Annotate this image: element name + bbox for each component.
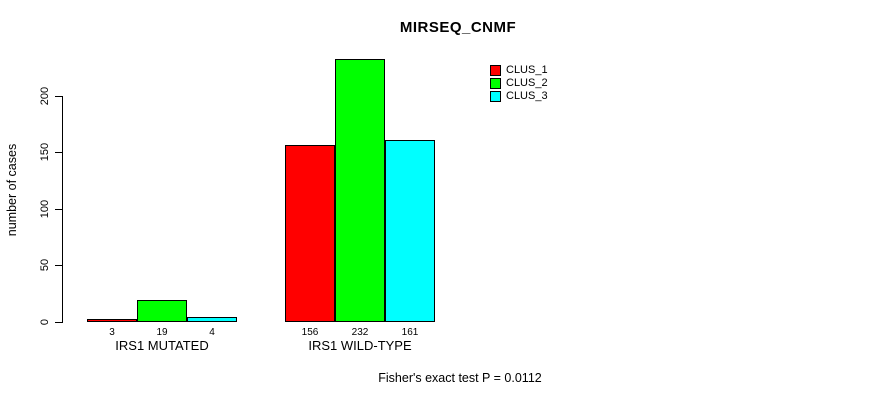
y-axis-tick <box>55 265 62 266</box>
legend-item-clus_2: CLUS_2 <box>490 77 548 90</box>
bar-value-label: 161 <box>401 327 419 338</box>
legend-label: CLUS_3 <box>506 90 548 102</box>
y-axis-tick <box>55 96 62 97</box>
bar-value-label: 232 <box>351 327 369 338</box>
bar-value-label: 19 <box>156 327 168 338</box>
legend-label: CLUS_1 <box>506 64 548 76</box>
legend-item-clus_1: CLUS_1 <box>490 64 548 77</box>
y-axis-tick <box>55 322 62 323</box>
legend-item-clus_3: CLUS_3 <box>490 90 548 103</box>
bar-clus_1-mutated <box>87 319 137 322</box>
y-axis-line <box>62 96 63 323</box>
y-axis-label: number of cases <box>5 143 19 237</box>
x-category-label: IRS1 WILD-TYPE <box>308 338 412 353</box>
legend-swatch-icon <box>490 78 501 89</box>
bar-value-label: 156 <box>301 327 319 338</box>
x-category-label: IRS1 MUTATED <box>115 338 209 353</box>
bar-value-label: 3 <box>109 327 115 338</box>
y-axis-tick <box>55 152 62 153</box>
chart-title: MIRSEQ_CNMF <box>399 19 517 36</box>
bar-clus_3-wild-type <box>385 140 435 322</box>
fisher-test-annotation: Fisher's exact test P = 0.0112 <box>378 371 542 385</box>
y-axis-tick <box>55 209 62 210</box>
legend-label: CLUS_2 <box>506 77 548 89</box>
legend: CLUS_1 CLUS_2 CLUS_3 <box>490 64 548 103</box>
y-axis-tick-label: 0 <box>39 318 51 326</box>
y-axis-tick-label: 150 <box>39 142 51 162</box>
legend-swatch-icon <box>490 65 501 76</box>
y-axis-tick-label: 100 <box>39 199 51 219</box>
y-axis-tick-label: 50 <box>39 258 51 272</box>
bar-clus_1-wild-type <box>285 145 335 322</box>
legend-swatch-icon <box>490 91 501 102</box>
bar-clus_3-mutated <box>187 317 237 322</box>
bar-clus_2-mutated <box>137 300 187 322</box>
bar-clus_2-wild-type <box>335 59 385 322</box>
bar-value-label: 4 <box>209 327 215 338</box>
y-axis-tick-label: 200 <box>39 86 51 106</box>
